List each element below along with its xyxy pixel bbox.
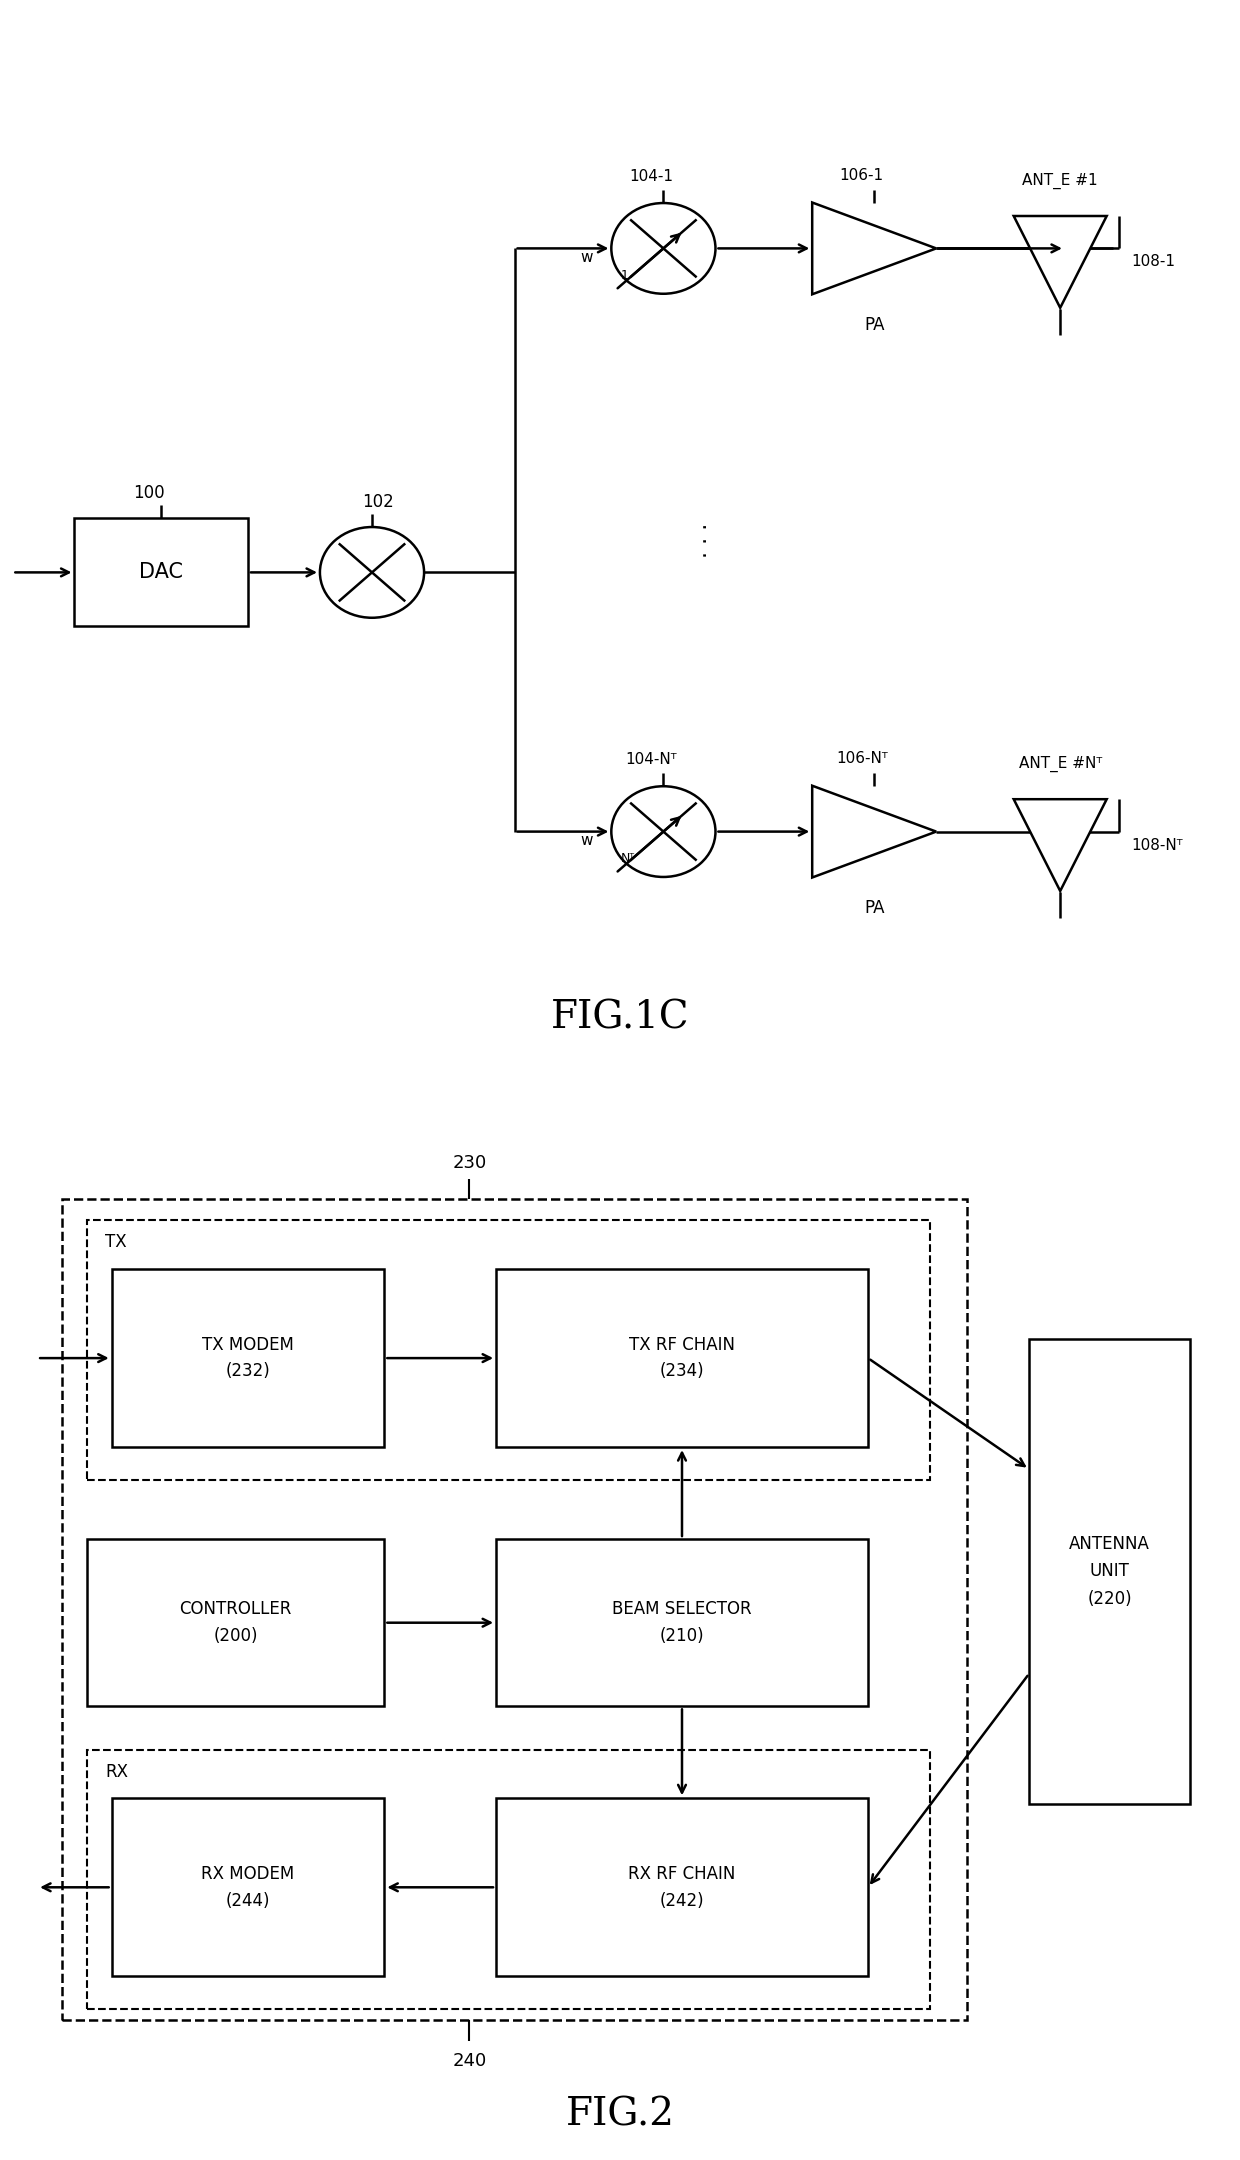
Text: . . .: . . . bbox=[691, 523, 711, 557]
Text: 1: 1 bbox=[620, 268, 629, 281]
Circle shape bbox=[320, 527, 424, 618]
Text: 102: 102 bbox=[362, 492, 394, 510]
Text: FIG.1C: FIG.1C bbox=[551, 1000, 689, 1037]
Bar bbox=[496, 1268, 868, 1447]
Circle shape bbox=[611, 786, 715, 877]
Text: ANT_E #1: ANT_E #1 bbox=[1023, 173, 1097, 188]
Text: 104-Nᵀ: 104-Nᵀ bbox=[625, 752, 677, 767]
Polygon shape bbox=[812, 786, 936, 877]
Text: 106-Nᵀ: 106-Nᵀ bbox=[836, 752, 888, 767]
Text: FIG.2: FIG.2 bbox=[565, 2095, 675, 2134]
Bar bbox=[112, 1797, 384, 1976]
Bar bbox=[62, 1199, 967, 2020]
Text: BEAM SELECTOR
(210): BEAM SELECTOR (210) bbox=[613, 1601, 751, 1646]
Bar bbox=[87, 1750, 930, 2009]
Text: 240: 240 bbox=[453, 2052, 486, 2069]
Circle shape bbox=[611, 203, 715, 294]
Polygon shape bbox=[812, 203, 936, 294]
Text: DAC: DAC bbox=[139, 562, 184, 583]
Text: TX MODEM
(232): TX MODEM (232) bbox=[202, 1335, 294, 1380]
Text: 106-1: 106-1 bbox=[839, 168, 884, 184]
Bar bbox=[1029, 1339, 1190, 1804]
Text: 230: 230 bbox=[453, 1153, 486, 1171]
Text: 108-1: 108-1 bbox=[1131, 255, 1176, 270]
Text: 100: 100 bbox=[133, 484, 165, 501]
Text: RX: RX bbox=[105, 1763, 129, 1780]
Text: PA: PA bbox=[864, 315, 884, 335]
Text: PA: PA bbox=[864, 899, 884, 918]
Polygon shape bbox=[1014, 799, 1107, 890]
Bar bbox=[87, 1220, 930, 1480]
Bar bbox=[87, 1538, 384, 1706]
Bar bbox=[496, 1797, 868, 1976]
Text: TX RF CHAIN
(234): TX RF CHAIN (234) bbox=[629, 1335, 735, 1380]
Bar bbox=[112, 1268, 384, 1447]
Bar bbox=[74, 518, 248, 626]
Bar bbox=[496, 1538, 868, 1706]
Text: RX RF CHAIN
(242): RX RF CHAIN (242) bbox=[629, 1864, 735, 1909]
Text: ANT_E #Nᵀ: ANT_E #Nᵀ bbox=[1018, 756, 1102, 773]
Text: RX MODEM
(244): RX MODEM (244) bbox=[201, 1864, 295, 1909]
Text: CONTROLLER
(200): CONTROLLER (200) bbox=[180, 1601, 291, 1646]
Text: 104-1: 104-1 bbox=[629, 168, 673, 184]
Text: ANTENNA
UNIT
(220): ANTENNA UNIT (220) bbox=[1069, 1534, 1151, 1609]
Text: Nᵀ: Nᵀ bbox=[620, 851, 635, 864]
Text: w: w bbox=[580, 834, 593, 849]
Text: TX: TX bbox=[105, 1233, 126, 1251]
Text: w: w bbox=[580, 251, 593, 266]
Text: 108-Nᵀ: 108-Nᵀ bbox=[1131, 838, 1183, 853]
Polygon shape bbox=[1014, 216, 1107, 309]
